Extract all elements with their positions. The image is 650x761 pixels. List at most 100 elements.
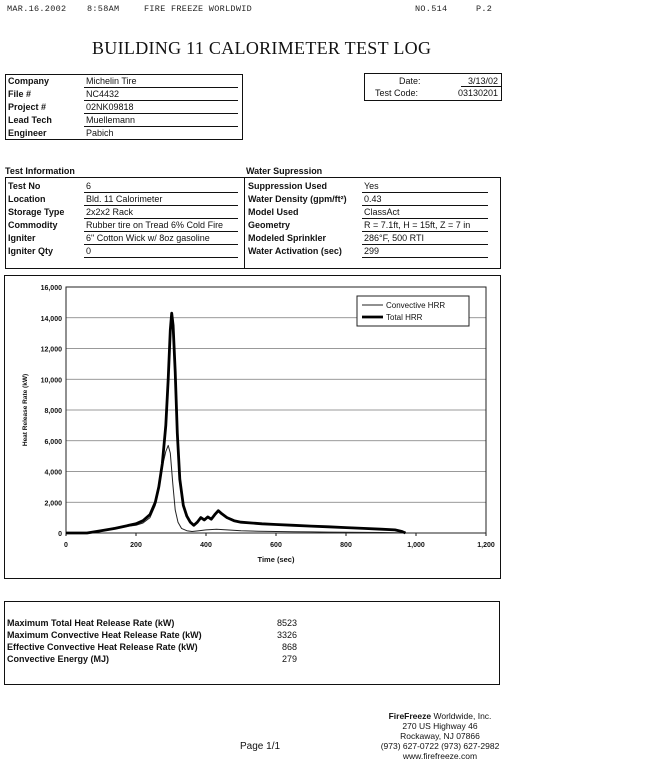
y-tick-label: 0 [58, 531, 62, 538]
x-tick-label: 1,200 [477, 542, 495, 549]
form-row: File # NC4432 [6, 87, 238, 101]
field-label: Commodity [8, 220, 58, 230]
summary-label: Effective Convective Heat Release Rate (… [7, 642, 198, 652]
test-info-heading: Test Information [5, 166, 75, 176]
x-tick-label: 1,000 [407, 542, 425, 549]
field-label: Geometry [248, 220, 291, 230]
field-label: Igniter [8, 233, 36, 243]
field-value: NC4432 [84, 87, 238, 101]
y-axis-label: Heat Release Rate (kW) [22, 374, 29, 446]
date-box: Date: 3/13/02 Test Code: 03130201 [364, 73, 502, 101]
summary-value: 8523 [276, 618, 297, 628]
fax-time: 8:58AM [87, 4, 120, 14]
y-tick-label: 12,000 [41, 347, 63, 354]
y-tick-label: 10,000 [41, 377, 63, 384]
field-label: Test No [8, 181, 41, 192]
x-tick-label: 200 [130, 542, 142, 549]
website: www.firefreeze.com [402, 751, 478, 761]
field-label: Water Density (gpm/ft²) [248, 194, 347, 204]
form-row: Igniter 6" Cotton Wick w/ 8oz gasoline [6, 231, 238, 245]
total-hrr-line [66, 311, 407, 535]
test-code-label: Test Code: [375, 88, 419, 98]
summary-row: Effective Convective Heat Release Rate (… [7, 641, 301, 653]
field-label: Project # [8, 102, 47, 112]
field-value: 6" Cotton Wick w/ 8oz gasoline [84, 231, 238, 245]
field-value: Bld. 11 Calorimeter [84, 192, 238, 206]
field-value: Rubber tire on Tread 6% Cold Fire [84, 218, 238, 232]
summary-value: 868 [281, 642, 297, 652]
form-row: Company Michelin Tire [6, 75, 238, 88]
plot-area [65, 286, 487, 534]
form-row: Project # 02NK09818 [6, 100, 238, 114]
x-axis-label: Time (sec) [258, 555, 295, 564]
summary-label: Convective Energy (MJ) [7, 654, 110, 664]
field-value: 6 [84, 180, 238, 193]
legend-entry: Total HRR [386, 313, 423, 322]
company-name: FireFreeze Worldwide, Inc. [370, 711, 510, 721]
y-tick-label: 2,000 [44, 500, 62, 507]
company-name-bold: FireFreeze [388, 711, 432, 721]
form-row: Suppression Used Yes [246, 180, 488, 193]
summary-row: Maximum Convective Heat Release Rate (kW… [7, 629, 301, 641]
field-value: Michelin Tire [84, 75, 238, 88]
y-tick-label: 14,000 [41, 316, 63, 323]
address-line-1: 270 US Highway 46 [402, 721, 478, 731]
form-row: Model Used ClassAct [246, 205, 488, 219]
water-suppression-table: Suppression Used Yes Water Density (gpm/ft… [246, 180, 488, 258]
field-label: Engineer [8, 128, 47, 138]
project-info-table: Company Michelin Tire File # NC4432 Project … [6, 75, 238, 140]
summary-value: 279 [281, 654, 297, 664]
fax-header: MAR.16.2002 8:58AM FIRE FREEZE WORLDWID … [7, 4, 647, 16]
form-row: Geometry R = 7.1ft, H = 15ft, Z = 7 in [246, 218, 488, 232]
x-tick-label: 400 [200, 542, 212, 549]
summary-label: Maximum Convective Heat Release Rate (kW… [7, 630, 202, 640]
field-value: 0.43 [362, 192, 488, 206]
summary-value: 3326 [276, 630, 297, 640]
chart-frame: 0 2,000 4,000 6,000 8,000 10,000 12,000 14,000 1… [4, 275, 501, 579]
water-suppression-heading: Water Supression [246, 166, 323, 176]
form-row: Igniter Qty 0 [6, 244, 238, 258]
date-value: 3/13/02 [467, 76, 498, 86]
address-line-2: Rockaway, NJ 07866 [400, 731, 480, 741]
phone-line: (973) 627-0722 (973) 627-2982 [380, 741, 500, 751]
test-code-value: 03130201 [457, 88, 498, 98]
form-row: Lead Tech Muellemann [6, 113, 238, 127]
field-value: 286°F, 500 RTI [362, 231, 488, 245]
company-address-block: FireFreeze Worldwide, Inc. 270 US Highwa… [370, 711, 510, 761]
form-row: Water Activation (sec) 299 [246, 244, 488, 258]
fax-number: NO.514 [415, 4, 448, 14]
field-label: Igniter Qty [8, 246, 54, 256]
field-value: 2x2x2 Rack [84, 205, 238, 219]
hrr-chart: 0 2,000 4,000 6,000 8,000 10,000 12,000 14,000 1… [22, 285, 495, 564]
summary-table: Maximum Total Heat Release Rate (kW) 8523… [7, 617, 301, 665]
form-row: Storage Type 2x2x2 Rack [6, 205, 238, 219]
field-value: Yes [362, 180, 488, 193]
fax-page: P.2 [476, 4, 493, 14]
legend-box [356, 295, 470, 327]
form-row: Engineer Pabich [6, 126, 238, 140]
summary-box: Maximum Total Heat Release Rate (kW) 8523… [4, 601, 500, 685]
field-label: Location [8, 194, 46, 204]
field-value: Muellemann [84, 113, 238, 127]
field-value: Pabich [84, 126, 238, 140]
test-details-divider [244, 178, 245, 268]
field-label: File # [8, 89, 32, 99]
y-tick-label: 4,000 [44, 470, 62, 477]
form-row: Commodity Rubber tire on Tread 6% Cold Fi… [6, 218, 238, 232]
test-info-table: Test No 6 Location Bld. 11 Calorimeter Stora… [6, 180, 238, 258]
form-row: Modeled Sprinkler 286°F, 500 RTI [246, 231, 488, 245]
field-value: ClassAct [362, 205, 488, 219]
date-label: Date: [399, 76, 421, 86]
y-tick-label: 6,000 [44, 439, 62, 446]
test-details-box: Test No 6 Location Bld. 11 Calorimeter Stora… [5, 177, 501, 269]
field-label: Water Activation (sec) [248, 246, 342, 256]
x-tick-label: 800 [340, 542, 352, 549]
x-tick-label: 0 [64, 542, 68, 549]
y-tick-label: 8,000 [44, 408, 62, 415]
page-number: Page 1/1 [240, 741, 281, 752]
form-row: Location Bld. 11 Calorimeter [6, 192, 238, 206]
summary-row: Convective Energy (MJ) 279 [7, 653, 301, 665]
legend-entry: Convective HRR [386, 301, 445, 310]
summary-label: Maximum Total Heat Release Rate (kW) [7, 618, 175, 628]
form-row: Test No 6 [6, 180, 238, 193]
